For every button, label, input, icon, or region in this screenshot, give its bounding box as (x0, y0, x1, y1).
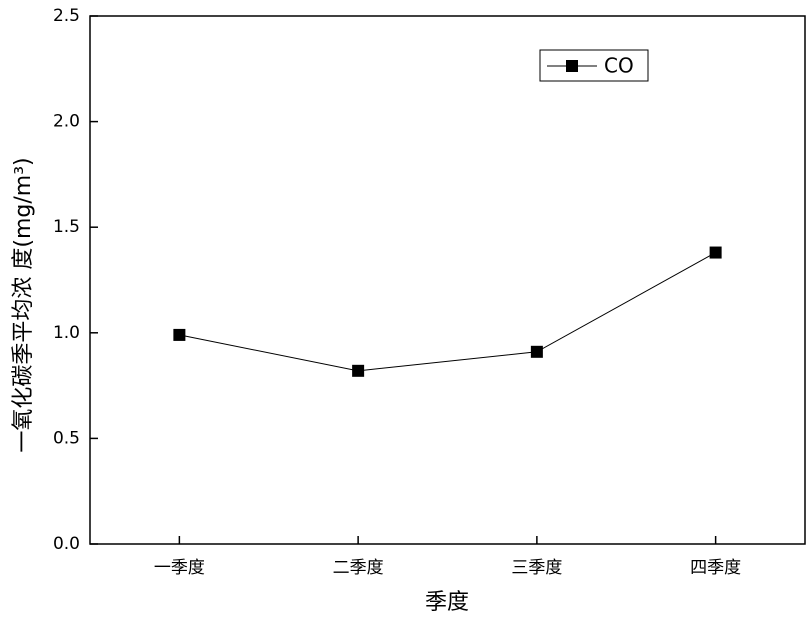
y-tick-label: 1.0 (53, 323, 80, 343)
data-point (352, 364, 365, 377)
x-tick-label: 四季度 (690, 558, 741, 578)
y-tick-label: 1.5 (53, 217, 80, 237)
data-point (530, 345, 543, 358)
legend-marker (566, 60, 578, 72)
x-tick-label: 二季度 (333, 558, 384, 578)
series-line (179, 252, 716, 372)
x-axis-label: 季度 (425, 590, 469, 615)
y-tick-label: 2.5 (53, 6, 80, 26)
y-tick-label: 0.0 (53, 534, 80, 554)
y-tick-label: 0.5 (53, 428, 80, 448)
legend-label: CO (604, 54, 634, 78)
plot-frame (89, 15, 806, 545)
data-point (709, 246, 722, 259)
x-tick-label: 三季度 (511, 558, 562, 578)
y-axis-label: 一氧化碳季平均浓 度(mg/m³) (11, 157, 36, 452)
y-tick-label: 2.0 (53, 112, 80, 132)
x-tick-label: 一季度 (154, 558, 205, 578)
data-point (173, 328, 186, 341)
